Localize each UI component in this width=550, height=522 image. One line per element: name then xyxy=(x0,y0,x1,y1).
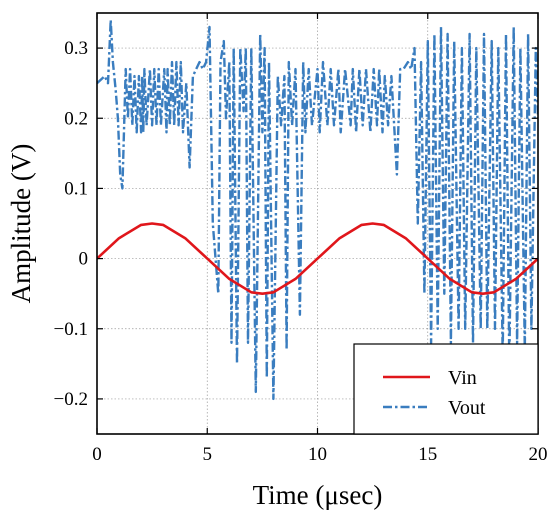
y-tick-label: 0.3 xyxy=(64,38,88,59)
x-tick-label: 0 xyxy=(92,444,102,465)
y-tick-label: −0.2 xyxy=(54,389,88,410)
x-tick-label: 10 xyxy=(308,444,327,465)
x-tick-label: 20 xyxy=(529,444,548,465)
x-tick-label: 15 xyxy=(418,444,437,465)
y-tick-label: 0.1 xyxy=(64,178,88,199)
x-tick-label: 5 xyxy=(203,444,213,465)
legend-label-vin: Vin xyxy=(448,367,477,389)
legend: Vin Vout xyxy=(353,343,539,435)
x-axis-title: Time (μsec) xyxy=(253,480,383,510)
axis-ticks: 0 5 10 15 20 −0.2 −0.1 0 0.1 0.2 0.3 xyxy=(54,13,548,465)
series-line-vin xyxy=(97,222,538,296)
y-tick-label: 0.2 xyxy=(64,108,88,129)
y-tick-label: 0 xyxy=(79,249,89,270)
y-axis-title: Amplitude (V) xyxy=(6,144,36,304)
y-tick-label: −0.1 xyxy=(54,319,88,340)
legend-box xyxy=(353,343,539,435)
series-group xyxy=(97,18,538,401)
series-line-vout xyxy=(97,18,538,401)
legend-label-vout: Vout xyxy=(448,397,486,419)
